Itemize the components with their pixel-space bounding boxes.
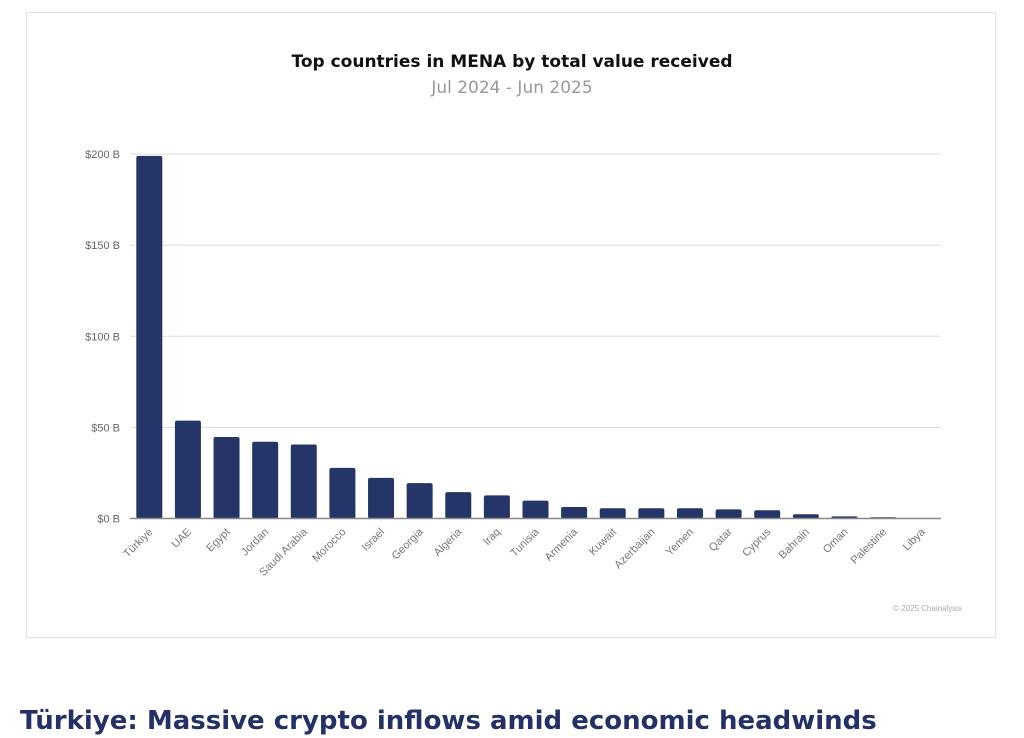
bar [638,508,665,519]
article-heading: Türkiye: Massive crypto inflows amid eco… [20,706,877,736]
bar [483,495,510,519]
x-tick-label: Georgia [390,526,427,563]
y-tick-label: $100 B [85,331,120,343]
bar [329,467,356,519]
bar [599,508,626,519]
x-tick-label: Cyprus [740,526,773,559]
x-tick-label: Israel [360,526,388,554]
chart-card [26,12,996,638]
x-tick-label: Azerbaijan [612,526,657,571]
bar [368,477,395,519]
y-tick-label: $50 B [91,422,120,434]
x-tick-label: Oman [821,526,851,556]
bar [252,441,279,519]
bar [136,155,163,519]
bar [715,509,742,519]
x-tick-label: Yemen [664,526,696,558]
chart-title: Top countries in MENA by total value rec… [291,52,733,72]
chart-subtitle: Jul 2024 - Jun 2025 [431,78,593,98]
bar [213,437,240,519]
x-tick-label: Türkiye [121,526,155,560]
bar [561,507,588,519]
x-tick-label: Qatar [707,526,735,554]
bar [754,510,781,519]
x-tick-label: Palestine [849,526,889,566]
x-tick-label: UAE [170,526,194,550]
y-tick-label: $0 B [97,514,120,526]
y-tick-label: $200 B [85,149,120,161]
x-tick-label: Kuwait [587,526,619,558]
bar [174,420,201,519]
x-tick-label: Bahrain [777,526,812,561]
x-tick-label: Tunisia [508,526,542,560]
x-tick-label: Armenia [543,526,581,564]
bar-chart: $0 B $50 B $100 B $150 B $200 B Türkiye UAE Egy… [85,149,941,579]
bar [792,514,819,519]
y-tick-label: $150 B [85,240,120,252]
bar [445,492,472,519]
bar [676,508,703,519]
bar [290,444,317,519]
bar [522,500,549,519]
x-tick-label: Algeria [432,526,465,559]
x-tick-label: Libya [901,526,929,554]
bar [406,483,433,519]
copyright-note: © 2025 Chainalysis [893,604,963,613]
x-tick-label: Iraq [481,526,503,548]
x-tick-label: Morocco [310,526,348,564]
x-tick-label: Egypt [204,526,232,554]
x-tick-label: Jordan [239,526,271,558]
